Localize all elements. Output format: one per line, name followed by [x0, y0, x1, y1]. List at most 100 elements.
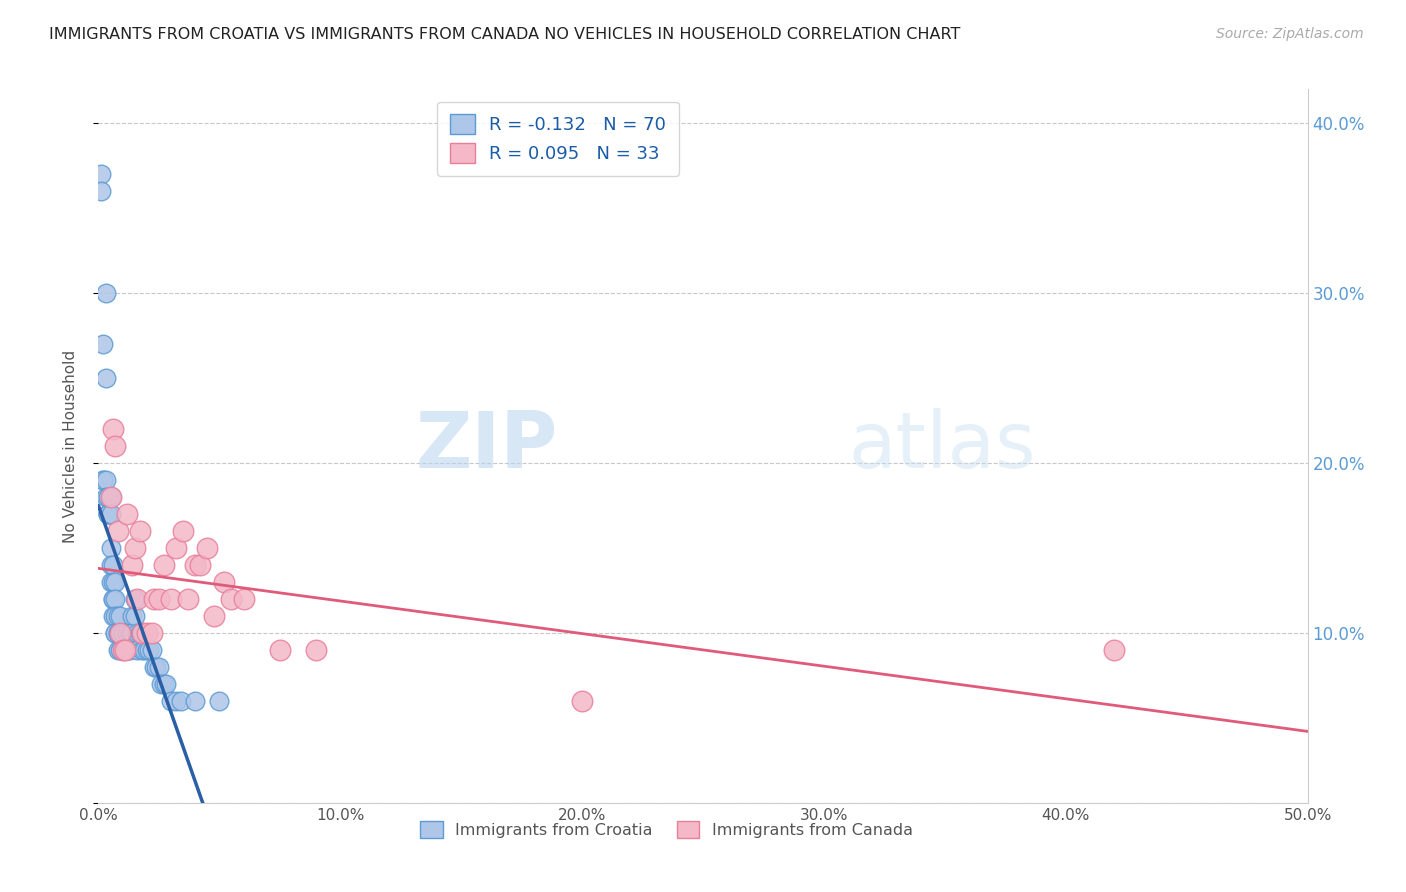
Point	[141, 626, 163, 640]
Point	[131, 626, 153, 640]
Point	[90, 184, 112, 198]
Point	[100, 490, 122, 504]
Point	[571, 694, 593, 708]
Point	[188, 558, 211, 572]
Point	[104, 608, 127, 623]
Point	[111, 626, 134, 640]
Text: Source: ZipAtlas.com: Source: ZipAtlas.com	[1216, 27, 1364, 41]
Point	[114, 643, 136, 657]
Point	[90, 167, 112, 181]
Point	[97, 490, 120, 504]
Point	[100, 490, 122, 504]
Point	[107, 608, 129, 623]
Point	[128, 524, 150, 538]
Point	[117, 507, 139, 521]
Point	[117, 643, 139, 657]
Point	[94, 286, 117, 301]
Legend: Immigrants from Croatia, Immigrants from Canada: Immigrants from Croatia, Immigrants from…	[413, 814, 920, 845]
Point	[91, 473, 114, 487]
Point	[204, 608, 226, 623]
Point	[134, 643, 156, 657]
Point	[212, 574, 235, 589]
Point	[107, 524, 129, 538]
Point	[104, 591, 127, 606]
Point	[118, 626, 141, 640]
Point	[121, 608, 143, 623]
Point	[127, 643, 149, 657]
Point	[97, 507, 120, 521]
Point	[108, 608, 131, 623]
Point	[117, 626, 139, 640]
Point	[1102, 643, 1125, 657]
Point	[160, 694, 183, 708]
Point	[208, 694, 231, 708]
Point	[165, 541, 187, 555]
Point	[100, 558, 122, 572]
Point	[145, 660, 167, 674]
Point	[104, 626, 127, 640]
Point	[104, 626, 127, 640]
Point	[232, 591, 254, 606]
Point	[169, 694, 191, 708]
Point	[177, 591, 200, 606]
Point	[124, 608, 146, 623]
Point	[148, 660, 170, 674]
Point	[104, 574, 127, 589]
Point	[118, 643, 141, 657]
Point	[131, 643, 153, 657]
Point	[160, 591, 183, 606]
Point	[184, 558, 207, 572]
Point	[148, 591, 170, 606]
Point	[104, 439, 127, 453]
Point	[114, 643, 136, 657]
Text: IMMIGRANTS FROM CROATIA VS IMMIGRANTS FROM CANADA NO VEHICLES IN HOUSEHOLD CORRE: IMMIGRANTS FROM CROATIA VS IMMIGRANTS FR…	[49, 27, 960, 42]
Point	[101, 608, 124, 623]
Point	[108, 643, 131, 657]
Point	[121, 558, 143, 572]
Point	[138, 643, 160, 657]
Point	[107, 643, 129, 657]
Point	[111, 643, 134, 657]
Point	[100, 507, 122, 521]
Point	[100, 541, 122, 555]
Point	[97, 507, 120, 521]
Point	[143, 591, 166, 606]
Point	[152, 558, 174, 572]
Point	[101, 574, 124, 589]
Point	[150, 677, 173, 691]
Point	[131, 626, 153, 640]
Point	[114, 643, 136, 657]
Point	[91, 337, 114, 351]
Point	[107, 626, 129, 640]
Point	[124, 591, 146, 606]
Point	[155, 677, 177, 691]
Point	[94, 473, 117, 487]
Point	[111, 643, 134, 657]
Point	[165, 694, 187, 708]
Point	[111, 643, 134, 657]
Point	[221, 591, 243, 606]
Point	[135, 626, 157, 640]
Point	[143, 660, 166, 674]
Point	[127, 591, 149, 606]
Point	[195, 541, 218, 555]
Point	[111, 626, 134, 640]
Text: ZIP: ZIP	[416, 408, 558, 484]
Point	[94, 371, 117, 385]
Point	[108, 626, 131, 640]
Point	[121, 626, 143, 640]
Y-axis label: No Vehicles in Household: No Vehicles in Household	[63, 350, 77, 542]
Point	[152, 677, 174, 691]
Point	[135, 643, 157, 657]
Point	[100, 574, 122, 589]
Point	[127, 626, 149, 640]
Point	[172, 524, 194, 538]
Text: atlas: atlas	[848, 408, 1036, 484]
Point	[124, 541, 146, 555]
Point	[91, 473, 114, 487]
Point	[101, 591, 124, 606]
Point	[305, 643, 328, 657]
Point	[184, 694, 207, 708]
Point	[117, 643, 139, 657]
Point	[128, 626, 150, 640]
